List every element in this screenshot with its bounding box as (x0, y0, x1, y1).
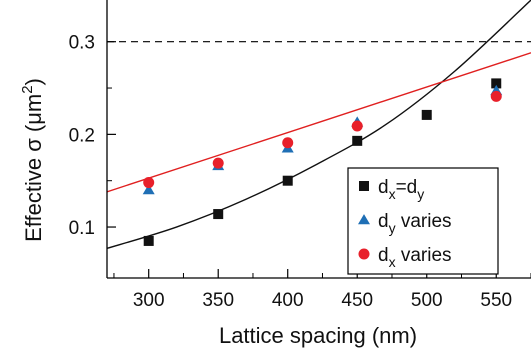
x-tick-label: 300 (133, 290, 165, 311)
x-tick-label: 400 (272, 290, 304, 311)
data-point-dxdy (491, 78, 502, 89)
data-markers (142, 78, 503, 246)
x-tick-label: 500 (411, 290, 443, 311)
data-point-dy (142, 184, 155, 195)
legend-marker-dx (358, 248, 370, 260)
data-point-dxdy (143, 235, 154, 246)
y-axis-label: Effective σ (μm2) (19, 78, 46, 242)
y-axis-label-close: ) (21, 78, 46, 85)
legend: dx=dy dy varies dx varies (347, 167, 499, 275)
legend-marker-dxdy (359, 181, 369, 191)
legend-label-dy: dy varies (378, 211, 452, 236)
y-axis-label-main: Effective σ (μm (21, 94, 46, 242)
legend-label-dx: dx varies (378, 245, 452, 270)
x-tick-label: 450 (341, 290, 373, 311)
x-axis-label: Lattice spacing (nm) (219, 323, 417, 348)
y-tick-label: 0.3 (69, 33, 95, 54)
legend-label-dxdy: dx=dy (378, 177, 424, 202)
fit-curve-black-fit (107, 0, 531, 250)
legend-marker-dy (358, 214, 370, 225)
y-axis-label-sup: 2 (19, 85, 36, 93)
y-tick-label: 0.2 (69, 125, 95, 146)
data-point-dx (212, 157, 224, 169)
data-point-dxdy (421, 109, 432, 120)
data-point-dx (143, 177, 155, 189)
data-point-dx (351, 120, 363, 132)
data-point-dxdy (352, 135, 363, 146)
x-tick-label: 550 (480, 290, 512, 311)
data-point-dx (282, 137, 294, 149)
data-point-dxdy (213, 209, 224, 220)
legend-box (347, 167, 499, 275)
data-point-dxdy (282, 175, 293, 186)
x-tick-label: 350 (202, 290, 234, 311)
data-point-dx (490, 90, 502, 102)
y-tick-label: 0.1 (69, 218, 95, 239)
